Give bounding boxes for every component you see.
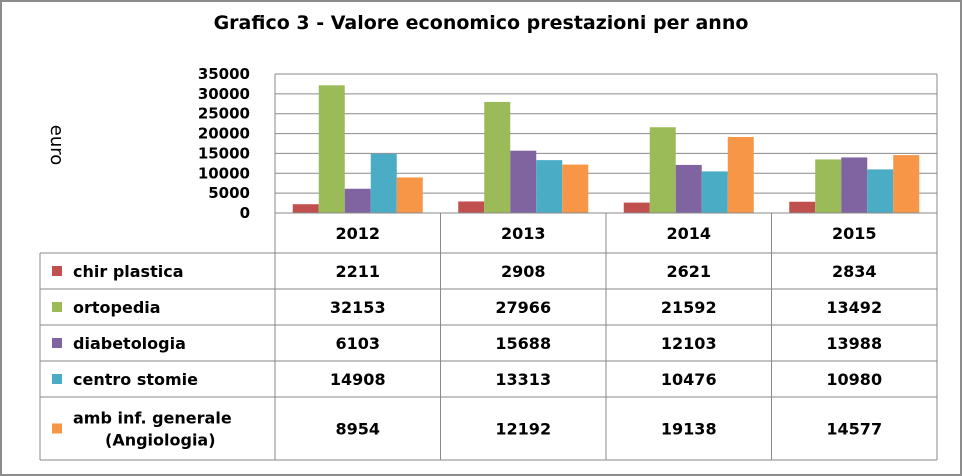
data-cell-centro-stomie-2015: 10980 xyxy=(826,370,882,389)
y-tick-label: 20000 xyxy=(198,125,250,143)
legend-key-ortopedia xyxy=(52,302,62,312)
bar-amb-inf-generale-angiologia-2013 xyxy=(562,164,589,213)
y-tick-label: 35000 xyxy=(198,65,250,83)
y-tick-label: 10000 xyxy=(198,164,250,182)
bar-centro-stomie-2015 xyxy=(867,169,894,213)
legend-key-diabetologia xyxy=(52,338,62,348)
data-cell-chir-plastica-2014: 2621 xyxy=(666,262,711,281)
chart-title: Grafico 3 - Valore economico prestazioni… xyxy=(213,12,749,34)
y-tick-label: 30000 xyxy=(198,85,250,103)
bar-diabetologia-2015 xyxy=(841,157,868,213)
data-cell-diabetologia-2014: 12103 xyxy=(661,334,717,353)
legend-label-amb-inf-generale-angiologia: (Angiologia) xyxy=(105,431,216,450)
data-cell-ortopedia-2013: 27966 xyxy=(495,298,551,317)
bar-chir-plastica-2015 xyxy=(789,201,816,213)
legend-label-ortopedia: ortopedia xyxy=(73,298,161,317)
bar-amb-inf-generale-angiologia-2012 xyxy=(396,177,423,213)
legend-key-amb-inf-generale-angiologia xyxy=(52,423,62,434)
data-cell-amb-inf-generale-angiologia-2013: 12192 xyxy=(495,420,551,439)
data-cell-chir-plastica-2015: 2834 xyxy=(832,262,877,281)
legend-label-chir-plastica: chir plastica xyxy=(73,262,184,281)
bar-amb-inf-generale-angiologia-2014 xyxy=(727,136,754,213)
legend-label-amb-inf-generale-angiologia: amb inf. generale xyxy=(73,409,232,428)
x-category-label: 2014 xyxy=(666,224,711,243)
bar-ortopedia-2014 xyxy=(649,127,676,213)
data-cell-diabetologia-2012: 6103 xyxy=(335,334,380,353)
bar-chir-plastica-2013 xyxy=(458,201,485,213)
data-cell-centro-stomie-2014: 10476 xyxy=(661,370,717,389)
data-cell-amb-inf-generale-angiologia-2015: 14577 xyxy=(826,420,882,439)
data-cell-diabetologia-2013: 15688 xyxy=(495,334,551,353)
legend-key-chir-plastica xyxy=(52,266,62,276)
bar-chir-plastica-2014 xyxy=(623,202,650,213)
bar-centro-stomie-2014 xyxy=(701,171,728,213)
x-category-label: 2015 xyxy=(832,224,877,243)
data-cell-centro-stomie-2012: 14908 xyxy=(330,370,386,389)
data-cell-centro-stomie-2013: 13313 xyxy=(495,370,551,389)
legend-label-centro-stomie: centro stomie xyxy=(73,370,198,389)
bar-diabetologia-2012 xyxy=(344,188,371,213)
bar-diabetologia-2013 xyxy=(510,150,537,213)
data-cell-ortopedia-2015: 13492 xyxy=(826,298,882,317)
data-cell-amb-inf-generale-angiologia-2012: 8954 xyxy=(335,420,380,439)
y-tick-label: 15000 xyxy=(198,144,250,162)
data-cell-amb-inf-generale-angiologia-2014: 19138 xyxy=(661,420,717,439)
bar-centro-stomie-2012 xyxy=(370,153,397,213)
bar-centro-stomie-2013 xyxy=(536,160,563,213)
data-cell-ortopedia-2014: 21592 xyxy=(661,298,717,317)
bar-ortopedia-2015 xyxy=(815,159,842,213)
bar-ortopedia-2013 xyxy=(484,101,511,213)
legend-label-diabetologia: diabetologia xyxy=(73,334,186,353)
data-cell-chir-plastica-2013: 2908 xyxy=(501,262,546,281)
y-tick-label: 0 xyxy=(240,204,250,222)
bar-amb-inf-generale-angiologia-2015 xyxy=(893,155,920,213)
data-cell-ortopedia-2012: 32153 xyxy=(330,298,386,317)
bar-ortopedia-2012 xyxy=(318,85,345,213)
bar-diabetologia-2014 xyxy=(675,164,702,213)
data-cell-diabetologia-2015: 13988 xyxy=(826,334,882,353)
x-category-label: 2013 xyxy=(501,224,546,243)
bar-chir-plastica-2012 xyxy=(292,204,319,213)
y-tick-label: 25000 xyxy=(198,105,250,123)
legend-key-centro-stomie xyxy=(52,374,62,384)
data-cell-chir-plastica-2012: 2211 xyxy=(335,262,380,281)
x-category-label: 2012 xyxy=(335,224,380,243)
y-tick-label: 5000 xyxy=(208,184,250,202)
